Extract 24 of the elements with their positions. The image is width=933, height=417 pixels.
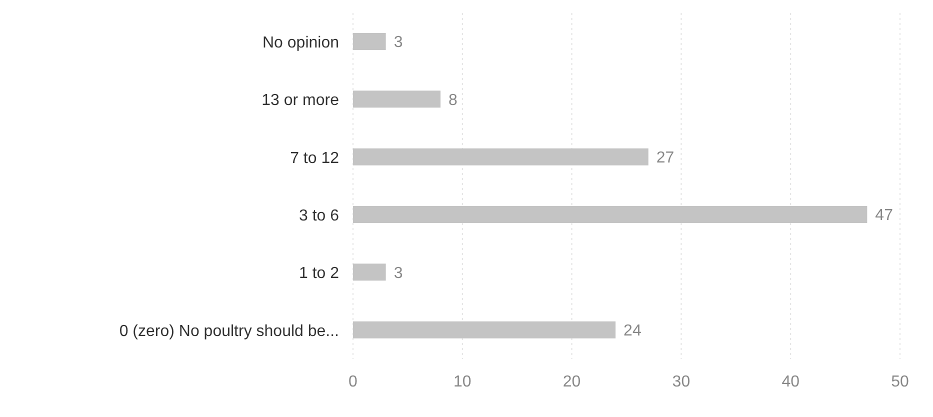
- y-tick-label: 7 to 12: [290, 150, 340, 167]
- y-tick-label: No opinion: [262, 34, 339, 52]
- y-tick-label: 0 (zero) No poultry should be...: [119, 322, 339, 340]
- bar: [353, 90, 441, 108]
- y-tick-label: 1 to 2: [298, 265, 340, 282]
- bar: [353, 148, 648, 166]
- bar: [353, 321, 616, 338]
- data-label: 27: [656, 150, 674, 167]
- data-label: 47: [875, 207, 894, 224]
- bar: [353, 33, 386, 50]
- x-tick-label: 20: [562, 373, 581, 390]
- data-label: 8: [448, 92, 458, 109]
- x-tick-label: 50: [891, 373, 909, 390]
- bar: [353, 264, 386, 281]
- x-tick-label: 30: [672, 373, 690, 390]
- data-label: 3: [394, 264, 403, 282]
- bar: [353, 206, 868, 223]
- data-label: 3: [394, 34, 403, 52]
- x-tick-label: 0: [348, 373, 358, 390]
- x-tick-label: 10: [454, 373, 472, 390]
- x-tick-label: 40: [782, 373, 800, 390]
- y-tick-label: 3 to 6: [298, 208, 340, 225]
- data-label: 24: [624, 322, 642, 340]
- y-tick-label: 13 or more: [262, 92, 340, 110]
